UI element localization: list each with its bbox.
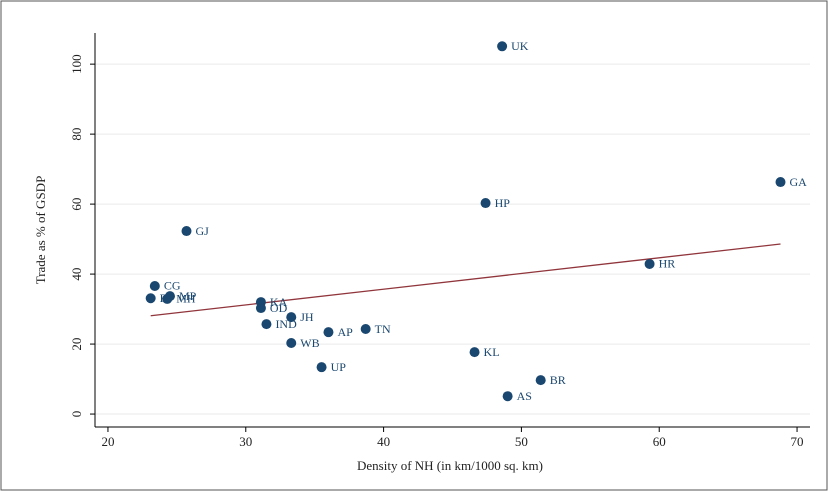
fit-line: [150, 243, 781, 317]
point: [181, 226, 192, 237]
point: [480, 198, 491, 209]
point: [502, 391, 513, 402]
point: [149, 280, 160, 291]
x-tick-label: 70: [791, 434, 804, 449]
point: [535, 375, 546, 386]
y-tick-label: 20: [69, 338, 84, 351]
point-label: KA: [270, 295, 288, 309]
point-label: KL: [484, 345, 500, 359]
point: [469, 347, 480, 358]
point: [775, 177, 786, 188]
point: [316, 362, 327, 373]
point-label: GJ: [196, 224, 210, 238]
point: [162, 293, 173, 304]
y-axis-label: Trade as % of GSDP: [33, 176, 48, 285]
point-label: MP: [179, 289, 197, 303]
point-label: CG: [164, 279, 181, 293]
point-label: AS: [517, 389, 532, 403]
x-tick-label: 20: [101, 434, 114, 449]
point: [360, 324, 371, 335]
x-tick-label: 50: [515, 434, 528, 449]
point-label: JH: [300, 310, 314, 324]
point-label: MH: [176, 292, 196, 306]
y-tick-label: 100: [69, 54, 84, 74]
y-tick-label: 0: [69, 411, 84, 418]
point: [644, 258, 655, 269]
point: [286, 338, 297, 349]
point-label: IND: [275, 317, 297, 331]
point-label: BR: [550, 373, 566, 387]
x-tick-label: 40: [377, 434, 390, 449]
point: [255, 303, 266, 314]
point: [323, 327, 334, 338]
x-tick-label: 60: [653, 434, 666, 449]
point-label: WB: [300, 336, 319, 350]
point-label: UK: [511, 39, 529, 53]
x-axis-label: Density of NH (in km/1000 sq. km): [357, 458, 543, 473]
point-label: GA: [790, 175, 808, 189]
point-label: HP: [495, 196, 511, 210]
y-tick-label: 40: [69, 268, 84, 281]
x-tick-label: 30: [239, 434, 252, 449]
point: [261, 319, 272, 330]
y-tick-label: 80: [69, 128, 84, 141]
point-label: OD: [270, 301, 288, 315]
point-label: AP: [337, 325, 353, 339]
point-label: HR: [659, 257, 676, 271]
point-label: TN: [375, 322, 391, 336]
point-label: UP: [331, 360, 347, 374]
y-tick-label: 60: [69, 198, 84, 211]
point: [286, 312, 297, 323]
point: [145, 293, 156, 304]
point: [497, 41, 508, 52]
